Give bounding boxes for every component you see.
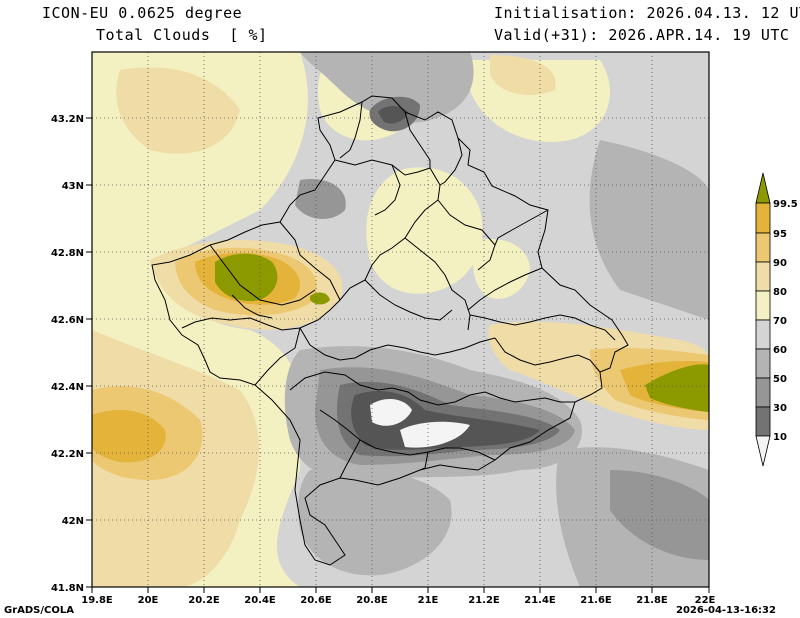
legend-label: 60 — [773, 345, 787, 356]
lon-label: 19.8E — [81, 595, 113, 606]
color-legend: 99.5 95 90 80 70 60 50 30 10 — [755, 172, 798, 467]
legend-label: 99.5 — [773, 199, 798, 210]
lat-label: 42.6N — [51, 315, 84, 326]
lat-label: 43N — [62, 181, 84, 192]
footer-timestamp: 2026-04-13-16:32 — [676, 605, 776, 616]
lat-label: 41.8N — [51, 583, 84, 594]
footer-credit: GrADS/COLA — [4, 605, 74, 616]
latitude-labels: 43.2N 43N 42.8N 42.6N 42.4N 42.2N 42N 41… — [51, 114, 84, 594]
lon-label: 20E — [138, 595, 159, 606]
legend-label: 95 — [773, 229, 787, 240]
lon-label: 22E — [695, 595, 716, 606]
init-time: Initialisation: 2026.04.13. 12 UTC — [494, 4, 800, 22]
lon-label: 21.6E — [580, 595, 612, 606]
legend-top-arrow — [755, 172, 771, 204]
lon-label: 21.4E — [524, 595, 556, 606]
lon-label: 20.4E — [244, 595, 276, 606]
field-title: Total Clouds [ %] — [96, 26, 268, 44]
lat-label: 42.4N — [51, 382, 84, 393]
boundaries — [151, 95, 629, 566]
model-title: ICON-EU 0.0625 degree — [42, 4, 243, 22]
valid-time: Valid(+31): 2026.APR.14. 19 UTC — [494, 26, 790, 44]
lon-label: 20.8E — [356, 595, 388, 606]
lon-label: 21.2E — [468, 595, 500, 606]
legend-label: 50 — [773, 374, 787, 385]
lon-label: 21E — [418, 595, 439, 606]
cloud-cover-field — [92, 52, 709, 587]
longitude-labels: 19.8E 20E 20.2E 20.4E 20.6E 20.8E 21E 21… — [81, 595, 715, 606]
legend-label: 90 — [773, 258, 787, 269]
legend-label: 30 — [773, 403, 787, 414]
legend-label: 10 — [773, 432, 787, 443]
legend-label: 70 — [773, 316, 787, 327]
lat-label: 42.2N — [51, 449, 84, 460]
lon-label: 21.8E — [636, 595, 668, 606]
lon-label: 20.2E — [188, 595, 220, 606]
legend-label: 80 — [773, 287, 787, 298]
lat-label: 42N — [62, 516, 84, 527]
legend-bottom-arrow — [755, 435, 771, 467]
lon-label: 20.6E — [300, 595, 332, 606]
lat-label: 43.2N — [51, 114, 84, 125]
lat-label: 42.8N — [51, 248, 84, 259]
